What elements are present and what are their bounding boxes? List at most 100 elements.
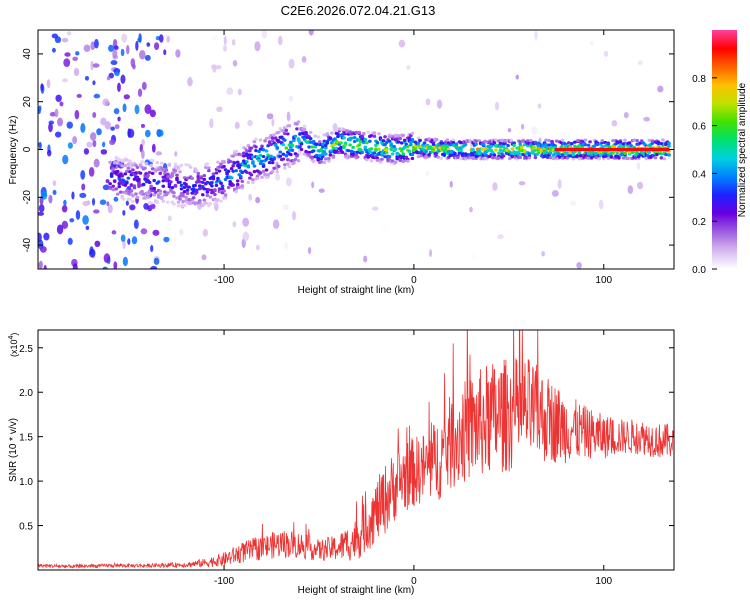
spectrogram-cell	[307, 246, 312, 255]
spectrogram-cell	[522, 143, 527, 147]
spectrogram-cell	[547, 143, 551, 147]
spectrogram-cell	[172, 194, 176, 198]
spectrogram-cell	[46, 79, 51, 89]
spectrogram-cell	[527, 156, 532, 160]
spectrogram-cell	[214, 171, 219, 175]
spectrogram-cell	[416, 141, 421, 145]
spectrogram-cell	[285, 177, 292, 187]
spectrogram-cell	[557, 179, 562, 189]
spectrogram-cell	[361, 132, 366, 136]
spectrogram-cell	[182, 190, 187, 194]
spectrogram-cell	[290, 148, 295, 152]
spectrogram-cell	[650, 139, 655, 143]
spectrogram-cell	[166, 175, 170, 179]
spectrogram-cell	[330, 143, 334, 148]
spectrogram-cell	[179, 163, 184, 168]
spectrogram-cell	[286, 158, 290, 162]
spectrogram-cell	[606, 156, 611, 160]
spectrogram-cell	[243, 164, 248, 168]
spectrogram-cell	[337, 151, 342, 155]
spectrogram-cell	[286, 162, 290, 166]
spectrogram-cell	[498, 148, 503, 152]
spectrogram-y-label: Frequency (Hz)	[8, 116, 19, 185]
spectrogram-cell	[202, 173, 207, 178]
spectrogram-cell	[167, 184, 172, 189]
spectrogram-cell	[296, 137, 301, 141]
spectrogram-cell	[532, 145, 536, 149]
spectrogram-cell	[339, 141, 343, 145]
spectrogram-cell	[295, 127, 299, 131]
spectrogram-cell	[196, 175, 201, 179]
spectrogram-cell	[120, 234, 126, 242]
spectrogram-cell	[140, 123, 146, 128]
snr-x-tick-label: 0	[411, 576, 417, 587]
spectrogram-cell	[586, 156, 591, 160]
spectrogram-cell	[110, 60, 118, 66]
spectrogram-cell	[228, 159, 232, 163]
spectrogram-cell	[129, 204, 136, 211]
spectrogram-cell	[92, 139, 97, 148]
spectrogram-cell	[354, 130, 358, 135]
spectrogram-cell	[150, 244, 154, 252]
spectrogram-cell	[69, 218, 75, 223]
spectrogram-cell	[94, 240, 101, 248]
spectrogram-cell	[497, 151, 501, 155]
spectrogram-cell	[494, 148, 498, 152]
spectrogram-cell	[416, 155, 421, 159]
spectrogram-cell	[317, 140, 322, 144]
spectrogram-cell	[205, 162, 210, 166]
spectrogram-cell	[235, 160, 240, 164]
spectrogram-cell	[125, 189, 129, 193]
spectrogram-cell	[67, 237, 73, 245]
spectrogram-cell	[46, 149, 52, 157]
spectrogram-cell	[440, 141, 445, 145]
spectrogram-cell	[509, 138, 513, 142]
spectrogram-cell	[632, 138, 636, 142]
spectrogram-cell	[101, 141, 106, 148]
spectrogram-cell	[90, 60, 94, 71]
spectrogram-cell	[147, 170, 152, 174]
spectrogram-cell	[264, 168, 269, 172]
spectrogram-cell	[115, 161, 120, 165]
spectrogram-cell	[664, 142, 668, 146]
spectrogram-cell	[368, 139, 372, 143]
spectrogram-cell	[627, 141, 632, 145]
spectrogram-cell	[270, 161, 275, 165]
snr-frame	[37, 329, 675, 571]
spectrogram-cell	[51, 33, 59, 39]
spectrogram-cell	[264, 157, 269, 161]
spectrogram-cell	[144, 54, 151, 61]
spectrogram-cell	[232, 161, 237, 165]
spectrogram-cell	[158, 189, 163, 193]
spectrogram-y-tick-label: 20	[22, 96, 33, 108]
spectrogram-cell	[211, 36, 217, 41]
spectrogram-cell	[125, 200, 129, 206]
spectrogram-cell	[112, 179, 117, 183]
colorbar-tick-label: 0.4	[692, 169, 706, 180]
spectrogram-cell	[667, 144, 671, 148]
spectrogram-cell	[670, 138, 674, 147]
spectrogram-cell	[38, 204, 45, 213]
spectrogram-cell	[109, 139, 116, 146]
spectrogram-cell	[216, 176, 220, 180]
spectrogram-cell	[331, 155, 336, 159]
spectrogram-cell	[128, 197, 132, 201]
spectrogram-cell	[278, 154, 283, 158]
spectrogram-cell	[366, 130, 371, 134]
spectrogram-cell	[149, 184, 153, 188]
spectrogram-cell	[122, 209, 126, 216]
spectrogram-cell	[661, 138, 665, 142]
spectrogram-cell	[448, 143, 453, 147]
spectrogram-cell	[600, 139, 605, 143]
spectrogram-cell	[106, 76, 111, 81]
spectrogram-cell	[226, 169, 231, 173]
spectrogram-cell	[185, 191, 190, 196]
spectrogram-cell	[270, 139, 275, 143]
spectrogram-cell	[133, 219, 139, 230]
spectrogram-cell	[374, 148, 378, 152]
spectrogram-cell	[410, 131, 415, 136]
spectrogram-cell	[82, 215, 89, 225]
spectrogram-cell	[127, 128, 131, 138]
snr-y-label: SNR (10 * v/v)	[8, 418, 19, 482]
spectrogram-cell	[149, 201, 153, 205]
